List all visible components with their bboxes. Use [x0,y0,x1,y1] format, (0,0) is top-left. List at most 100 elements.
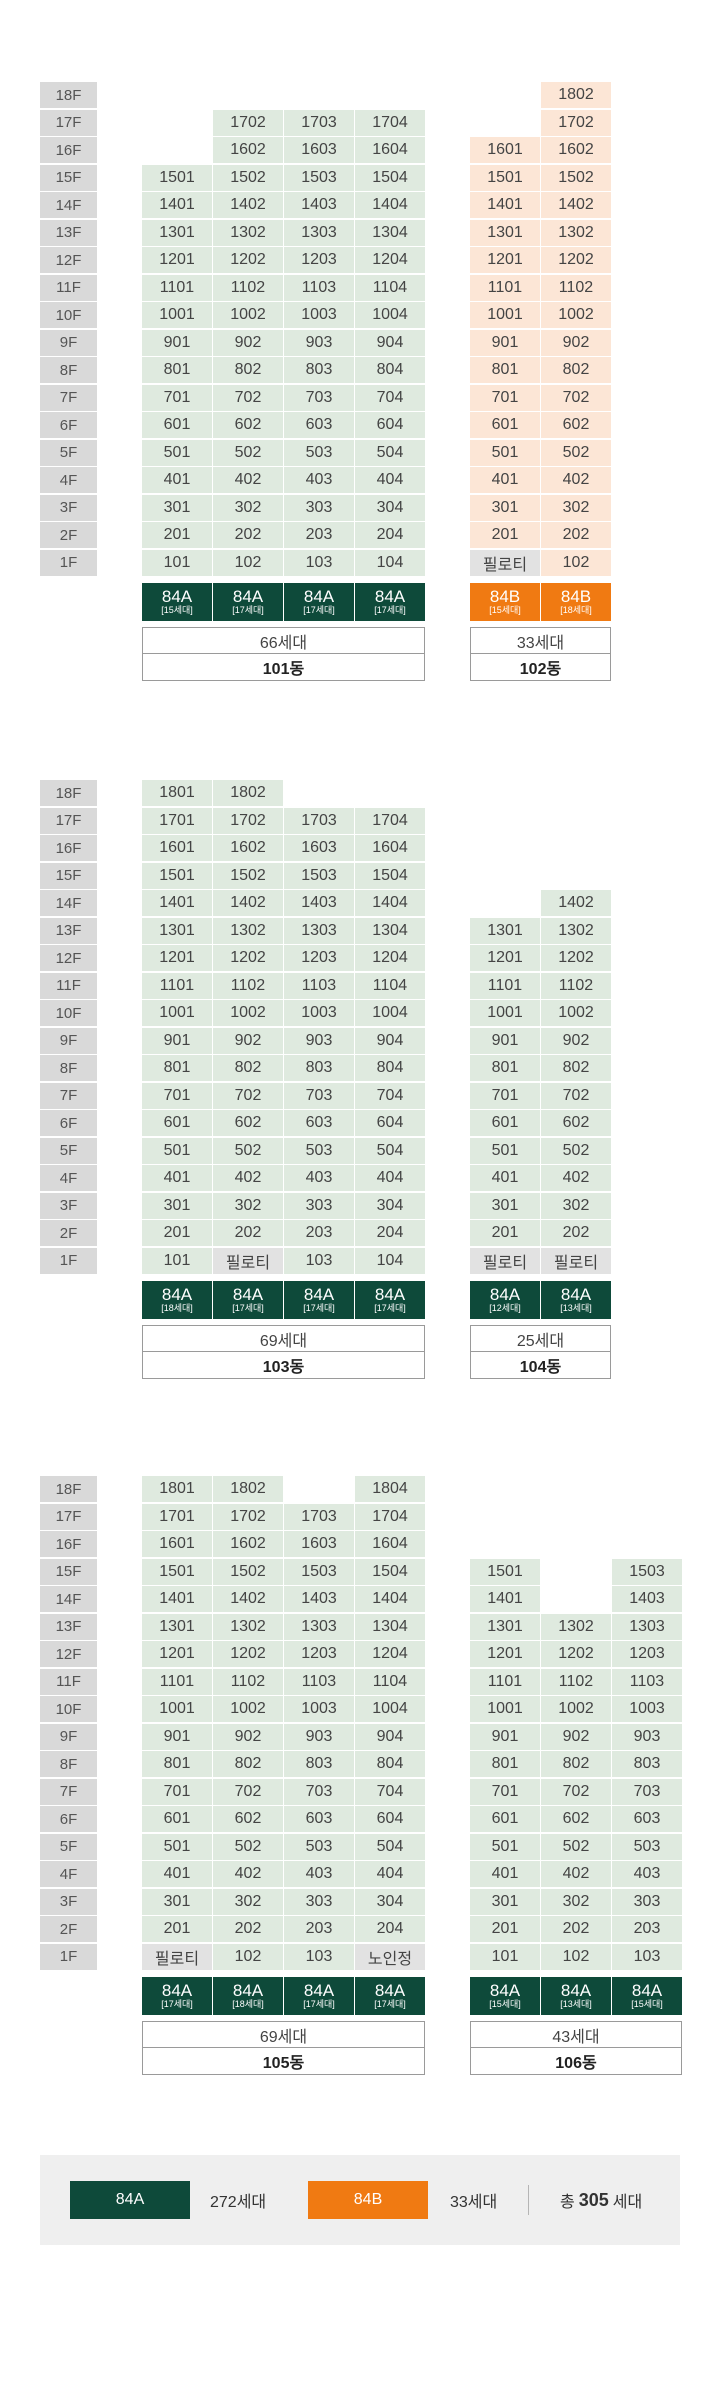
unit-type-label: 84A [161,1285,193,1304]
unit-cell: 1602 [213,137,283,163]
floor-label: 3F [40,1888,97,1915]
unit-cell: 1304 [355,917,425,944]
unit-cell: 301 [470,1192,540,1219]
unit-type-count: [17세대] [161,1999,193,2009]
unit-cell: 702 [213,1082,283,1109]
floor-label: 5F [40,1833,97,1860]
unit-cell: 904 [355,1027,425,1054]
legend-total: 총 305 세대 [560,2181,642,2219]
unit-cell: 502 [213,1833,283,1860]
unit-cell: 1204 [355,247,425,273]
unit-type-count: [15세대] [161,605,193,615]
unit-cell: 201 [470,1220,540,1246]
unit-cell: 1302 [541,1613,611,1640]
unit-cell: 202 [541,522,611,548]
unit-cell: 502 [541,1137,611,1164]
unit-cell: 303 [284,1192,354,1219]
floor-label: 7F [40,1778,97,1805]
legend-total-label: 총 [560,2194,575,2211]
unit-type-label: 84A [232,587,264,606]
unit-cell: 304 [355,1888,425,1915]
unit-type-label: 84A [161,587,193,606]
unit-cell: 603 [284,1110,354,1136]
floor-label: 12F [40,247,97,273]
unit-cell: 202 [213,522,283,548]
building-total: 66세대 [142,627,425,654]
unit-cell: 902 [541,1723,611,1750]
unit-cell: 1004 [355,1000,425,1026]
unit-type-count: [17세대] [232,605,264,615]
floor-label: 2F [40,1916,97,1942]
unit-cell: 1503 [612,1558,682,1585]
floor-label: 13F [40,219,97,246]
unit-cell: 1002 [541,1000,611,1026]
unit-cell: 1604 [355,835,425,861]
floor-label: 14F [40,890,97,916]
unit-cell: 1802 [213,780,283,806]
unit-cell: 902 [541,1027,611,1054]
unit-cell: 1404 [355,1586,425,1612]
unit-cell: 1802 [213,1476,283,1502]
unit-cell: 1702 [541,109,611,136]
unit-type-badge: 84A [17세대] [213,583,283,621]
unit-cell: 필로티 [142,1943,212,1970]
unit-cell: 1203 [284,1641,354,1667]
unit-cell: 1204 [355,1641,425,1667]
unit-cell: 501 [142,1833,212,1860]
unit-cell: 402 [213,1165,283,1191]
unit-type-count: [17세대] [232,1303,264,1313]
unit-type-badge: 84A [18세대] [213,1977,283,2015]
unit-cell: 1704 [355,109,425,136]
legend-84b-count: 33세대 [450,2194,498,2211]
unit-cell: 1502 [213,164,283,191]
floor-label: 18F [40,1476,97,1502]
unit-cell: 403 [284,1165,354,1191]
unit-cell: 1101 [142,274,212,301]
unit-cell: 802 [541,1751,611,1777]
unit-cell: 1303 [612,1613,682,1640]
unit-cell: 1104 [355,972,425,999]
unit-cell: 1103 [284,972,354,999]
floor-label: 11F [40,1668,97,1695]
unit-cell: 704 [355,1082,425,1109]
unit-type-label: 84A [560,1981,592,2000]
unit-cell: 402 [541,1165,611,1191]
unit-cell: 804 [355,1055,425,1081]
unit-cell: 1501 [142,1558,212,1585]
legend-bar: 84A 272세대 84B 33세대 총 305 세대 [40,2155,680,2245]
unit-cell: 203 [284,1916,354,1942]
unit-cell: 1302 [213,219,283,246]
unit-cell: 1102 [213,1668,283,1695]
floor-label: 9F [40,1027,97,1054]
unit-cell: 502 [541,439,611,466]
unit-cell: 602 [541,412,611,438]
unit-cell: 1403 [612,1586,682,1612]
unit-cell: 1404 [355,890,425,916]
unit-cell: 1501 [142,862,212,889]
unit-cell: 204 [355,1916,425,1942]
unit-cell: 1701 [142,1503,212,1530]
unit-cell: 1003 [612,1696,682,1722]
unit-cell: 노인정 [355,1943,425,1970]
unit-cell: 103 [284,1247,354,1274]
unit-cell: 503 [284,1833,354,1860]
unit-cell: 1102 [213,274,283,301]
unit-cell: 302 [541,494,611,521]
unit-type-badge: 84A [17세대] [142,1977,212,2015]
unit-cell: 201 [142,522,212,548]
unit-cell: 101 [142,549,212,576]
unit-cell: 701 [470,1778,540,1805]
unit-type-badge: 84A [17세대] [213,1281,283,1319]
unit-cell: 201 [470,1916,540,1942]
unit-type-count: [13세대] [560,1999,592,2009]
floor-label: 11F [40,972,97,999]
floor-label: 2F [40,522,97,548]
unit-cell: 301 [470,1888,540,1915]
unit-cell: 1603 [284,1531,354,1557]
unit-cell: 301 [142,1888,212,1915]
unit-cell: 1402 [213,890,283,916]
unit-cell: 1102 [541,972,611,999]
unit-cell: 501 [470,1137,540,1164]
unit-cell: 202 [213,1220,283,1246]
unit-type-count: [17세대] [374,1999,406,2009]
